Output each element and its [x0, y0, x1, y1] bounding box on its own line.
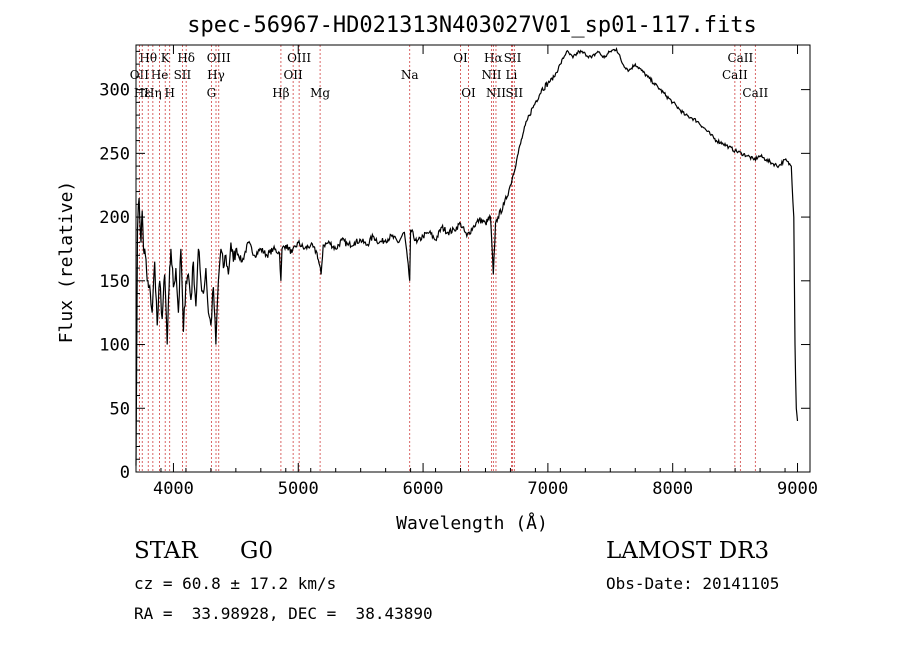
line-label-19: Hη [144, 86, 162, 100]
line-label-5: OI [453, 51, 468, 65]
x-tick-label-1: 5000 [278, 479, 319, 499]
line-label-21: G [207, 86, 217, 100]
y-tick-label-3: 150 [99, 272, 130, 292]
line-label-22: Hβ [272, 86, 289, 100]
line-label-13: OII [283, 68, 303, 82]
chart-title: spec-56967-HD021313N403027V01_sp01-117.f… [187, 13, 757, 38]
line-label-11: SII [174, 68, 192, 82]
line-label-8: CaII [727, 51, 753, 65]
line-label-14: Na [401, 68, 419, 82]
line-label-4: OIII [287, 51, 311, 65]
coordinates-text: RA = 33.98928, DEC = 38.43890 [134, 604, 433, 623]
line-label-24: OI [461, 86, 476, 100]
y-tick-label-2: 100 [99, 336, 130, 356]
line-label-6: Hα [484, 51, 503, 65]
line-label-16: Li [506, 68, 518, 82]
spectral-subclass: G0 [240, 538, 274, 564]
spectrum-line [135, 46, 799, 466]
x-tick-label-4: 8000 [652, 479, 693, 499]
line-label-1: K [161, 51, 171, 65]
line-label-9: OII [130, 68, 150, 82]
x-tick-label-0: 4000 [153, 479, 194, 499]
line-label-25: NII [486, 86, 506, 100]
x-axis-label: Wavelength (Å) [396, 512, 548, 534]
y-tick-label-1: 50 [110, 399, 130, 419]
x-tick-label-2: 6000 [403, 479, 444, 499]
line-label-23: Mg [310, 86, 330, 100]
line-label-2: Hδ [177, 51, 195, 65]
x-tick-label-3: 7000 [527, 479, 568, 499]
y-tick-label-0: 0 [120, 463, 130, 483]
obs-date: Obs-Date: 20141105 [606, 574, 780, 593]
redshift-text: cz = 60.8 ± 17.2 km/s [134, 574, 337, 593]
y-tick-label-4: 200 [99, 208, 130, 228]
x-tick-label-5: 9000 [777, 479, 818, 499]
y-axis-label: Flux (relative) [56, 181, 77, 344]
line-label-26: SII [505, 86, 523, 100]
line-label-10: He [151, 68, 169, 82]
plot-frame [135, 44, 811, 473]
line-label-20: H [164, 86, 174, 100]
y-tick-label-6: 300 [99, 81, 130, 101]
line-label-17: CaII [722, 68, 748, 82]
axis-ticks: 4000 5000 6000 7000 8000 9000 0 50 100 150 200 250 3… [99, 45, 818, 499]
survey-label: LAMOST DR3 [606, 538, 770, 564]
object-type: STAR [134, 538, 198, 564]
line-label-15: NII [481, 68, 501, 82]
line-label-12: Hγ [207, 68, 225, 82]
y-tick-label-5: 250 [99, 144, 130, 164]
line-label-3: OIII [207, 51, 231, 65]
line-label-7: SII [504, 51, 522, 65]
line-label-27: CaII [742, 86, 768, 100]
